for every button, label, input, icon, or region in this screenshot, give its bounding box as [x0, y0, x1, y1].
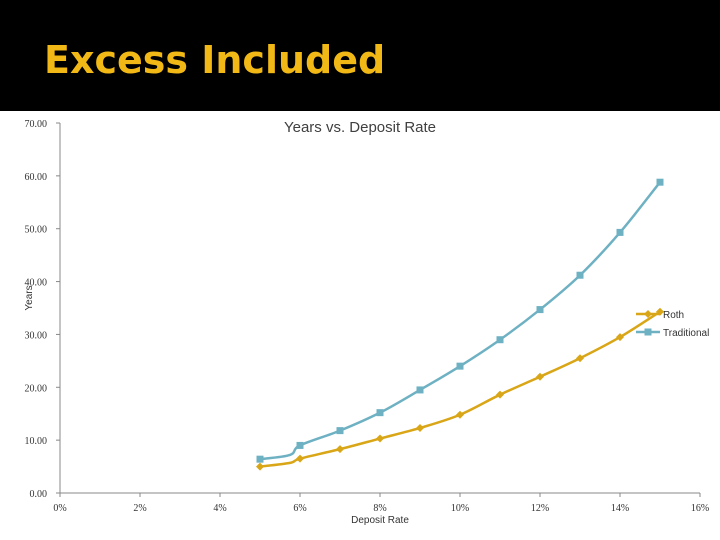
legend: Roth Traditional — [636, 310, 709, 339]
legend-label-roth: Roth — [663, 310, 684, 321]
x-tick-label: 4% — [213, 503, 226, 514]
x-tick-label: 16% — [691, 503, 709, 514]
y-axis-label: Years — [24, 285, 35, 310]
data-point-traditional — [536, 306, 544, 314]
data-point-traditional — [656, 178, 664, 186]
data-point-traditional — [416, 386, 424, 394]
years-vs-deposit-rate-chart: Years vs. Deposit Rate 0.00 10.00 20.00 30.… — [24, 119, 709, 526]
series-layer — [256, 178, 664, 471]
data-point-roth — [496, 390, 504, 399]
data-point-traditional — [496, 336, 504, 344]
x-tick-label: 10% — [451, 503, 469, 514]
data-point-roth — [376, 434, 384, 443]
x-axis: 0% 2% 4% 6% 8% 10% 12% 14% 16% — [53, 492, 709, 514]
data-point-traditional — [616, 228, 624, 236]
data-point-roth — [456, 410, 464, 419]
data-point-roth — [336, 445, 344, 454]
x-axis-label: Deposit Rate — [351, 515, 409, 526]
y-tick-label: 50.00 — [25, 225, 48, 236]
data-point-roth — [576, 354, 584, 363]
data-point-traditional — [256, 455, 264, 463]
data-point-roth — [256, 462, 264, 471]
data-point-traditional — [456, 362, 464, 370]
series-line-roth — [259, 310, 661, 468]
x-tick-label: 8% — [373, 503, 386, 514]
x-tick-label: 12% — [531, 503, 549, 514]
y-axis: 0.00 10.00 20.00 30.00 40.00 50.00 60.00 70.00 — [25, 119, 61, 500]
data-point-roth — [296, 454, 304, 463]
legend-marker-roth — [644, 310, 652, 318]
data-point-traditional — [336, 427, 344, 435]
x-tick-label: 14% — [611, 503, 629, 514]
x-tick-label: 6% — [293, 503, 306, 514]
y-tick-label: 0.00 — [30, 489, 48, 500]
y-tick-label: 30.00 — [25, 330, 48, 341]
data-point-roth — [536, 372, 544, 381]
title-band-divider — [0, 111, 720, 113]
chart-title: Years vs. Deposit Rate — [284, 119, 436, 136]
slide-title: Excess Included — [44, 38, 386, 82]
x-tick-label: 2% — [133, 503, 146, 514]
y-tick-label: 70.00 — [25, 119, 48, 130]
data-point-traditional — [576, 271, 584, 279]
y-tick-label: 10.00 — [25, 436, 48, 447]
title-band — [0, 0, 720, 113]
data-point-roth — [656, 307, 664, 316]
legend-label-traditional: Traditional — [663, 328, 709, 339]
legend-marker-traditional — [644, 328, 652, 336]
data-point-traditional — [296, 441, 304, 449]
data-point-roth — [416, 423, 424, 432]
y-tick-label: 40.00 — [25, 278, 48, 289]
y-tick-label: 60.00 — [25, 172, 48, 183]
y-tick-label: 20.00 — [25, 383, 48, 394]
data-point-traditional — [376, 409, 384, 417]
data-point-roth — [616, 333, 624, 342]
x-tick-label: 0% — [53, 503, 66, 514]
